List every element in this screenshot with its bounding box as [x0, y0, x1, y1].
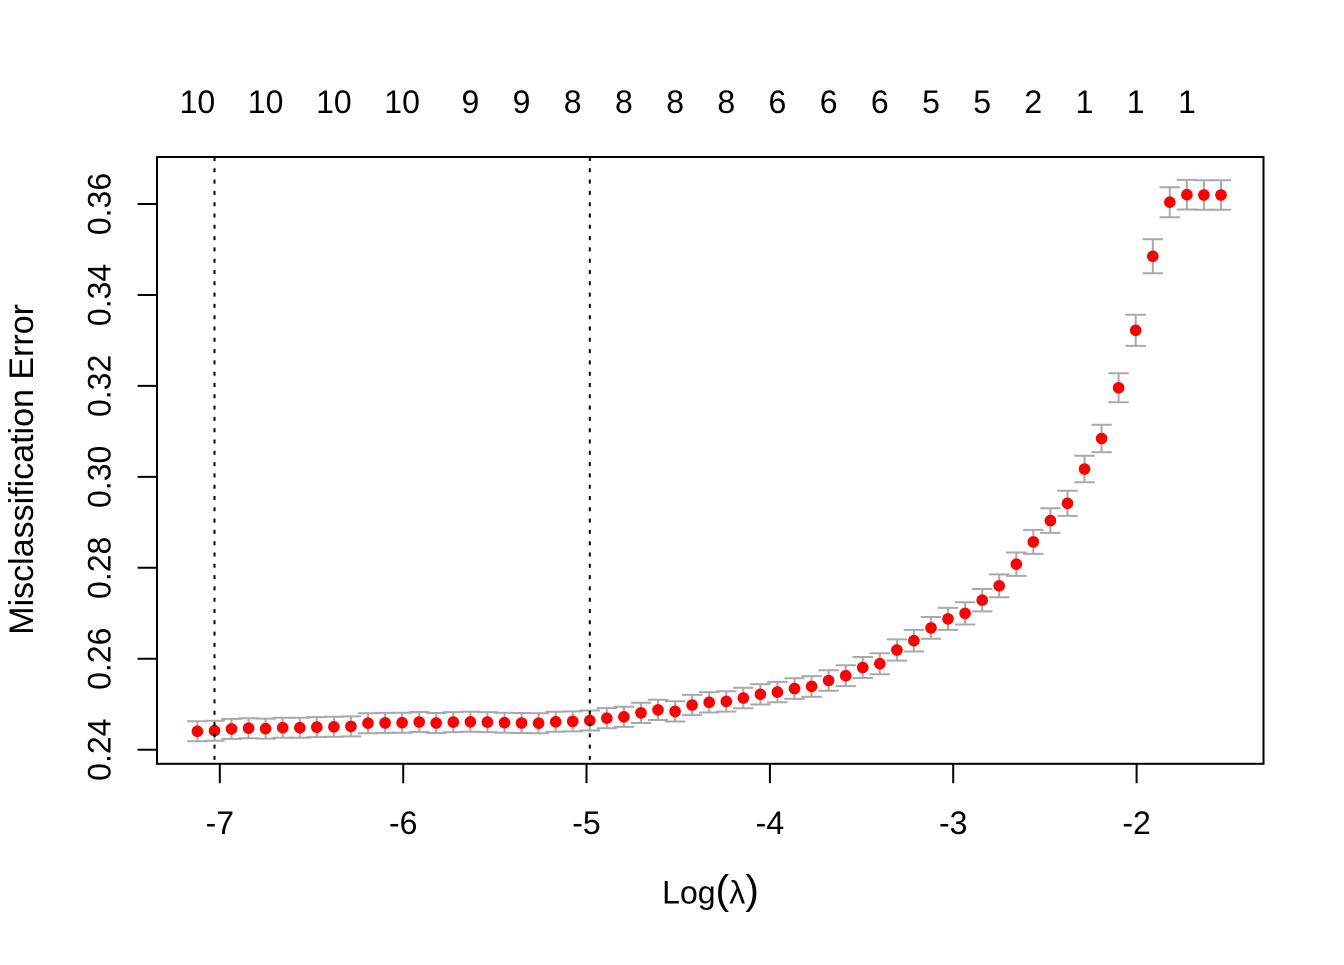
- svg-text:9: 9: [462, 84, 480, 120]
- svg-text:8: 8: [717, 84, 735, 120]
- svg-text:6: 6: [871, 84, 889, 120]
- svg-text:2: 2: [1024, 84, 1042, 120]
- svg-text:0.34: 0.34: [82, 264, 118, 326]
- svg-text:6: 6: [820, 84, 838, 120]
- svg-text:0.32: 0.32: [82, 355, 118, 417]
- svg-text:1: 1: [1076, 84, 1094, 120]
- svg-text:10: 10: [248, 84, 284, 120]
- svg-text:-6: -6: [389, 805, 417, 841]
- svg-text:6: 6: [769, 84, 787, 120]
- svg-text:-5: -5: [572, 805, 600, 841]
- svg-text:0.28: 0.28: [82, 537, 118, 599]
- svg-text:8: 8: [564, 84, 582, 120]
- svg-text:8: 8: [615, 84, 633, 120]
- svg-text:-7: -7: [206, 805, 234, 841]
- svg-text:Misclassification Error: Misclassification Error: [3, 304, 41, 635]
- svg-text:1: 1: [1127, 84, 1145, 120]
- svg-text:-3: -3: [939, 805, 967, 841]
- svg-text:10: 10: [316, 84, 352, 120]
- svg-text:10: 10: [384, 84, 420, 120]
- svg-text:1: 1: [1178, 84, 1196, 120]
- svg-text:Log(λ): Log(λ): [662, 866, 759, 912]
- svg-text:5: 5: [973, 84, 991, 120]
- svg-text:8: 8: [666, 84, 684, 120]
- svg-text:-4: -4: [756, 805, 784, 841]
- svg-text:0.36: 0.36: [82, 173, 118, 235]
- svg-text:0.30: 0.30: [82, 446, 118, 508]
- svg-text:0.24: 0.24: [82, 719, 118, 781]
- svg-text:0.26: 0.26: [82, 628, 118, 690]
- svg-text:9: 9: [513, 84, 531, 120]
- svg-text:10: 10: [180, 84, 216, 120]
- svg-text:-2: -2: [1122, 805, 1150, 841]
- svg-text:5: 5: [922, 84, 940, 120]
